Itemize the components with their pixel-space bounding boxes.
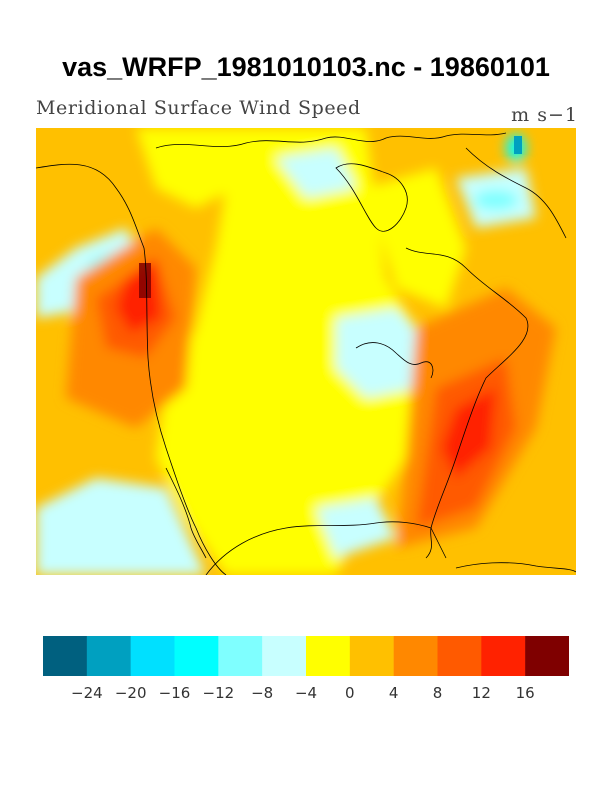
colorbar-tick-label: 12 (471, 684, 491, 702)
colorbar-box (262, 636, 307, 676)
colorbar-tick-label: 0 (345, 684, 355, 702)
colorbar-box (174, 636, 219, 676)
coastline-labrador (465, 147, 567, 239)
coastline-baja (165, 467, 207, 559)
field-region-yellow-central (156, 128, 426, 575)
coastline-caribbean (455, 562, 576, 573)
coastline-west (36, 163, 227, 575)
coastlines (36, 132, 576, 575)
colorbar-box (525, 636, 569, 676)
coastline-arctic (155, 132, 507, 149)
colorbar (43, 636, 569, 676)
colorbar-box (437, 636, 482, 676)
variable-long-name: Meridional Surface Wind Speed (36, 97, 361, 119)
coastline-florida (430, 527, 447, 559)
coastline-gulf (205, 521, 432, 575)
colorbar-box (43, 636, 88, 676)
colorbar-tick-label: −16 (158, 684, 191, 702)
page-title: vas_WRFP_1981010103.nc - 19860101 (62, 52, 550, 82)
colorbar-box (218, 636, 263, 676)
colorbar-tick-label: −24 (71, 684, 103, 702)
field-region-light-cyan-gulf (316, 498, 396, 558)
field-region-light-cyan-great-lakes (336, 308, 426, 398)
coastline-great-lakes (355, 342, 434, 379)
field-region-cyan-baffin-core (474, 190, 518, 210)
colorbar-box (86, 636, 131, 676)
colorbar-tick-label: −8 (251, 684, 274, 702)
colorbar-tick-label: 16 (515, 684, 535, 702)
colorbar-box (481, 636, 526, 676)
field-region-dark-red-west (139, 263, 151, 298)
colorbar-tick-label: −4 (294, 684, 318, 702)
colorbar-labels: −24 −20 −16 −12 −8 −4 0 4 8 12 16 (43, 684, 569, 706)
colorbar-box (349, 636, 394, 676)
field-region-light-cyan-north (276, 148, 356, 198)
coastline-hudson-bay (335, 163, 408, 232)
coastline-east (405, 247, 529, 559)
field-region-deep-cyan-north (514, 136, 522, 154)
colorbar-tick-label: −12 (202, 684, 235, 702)
colorbar-box (393, 636, 438, 676)
field-region-yellow-north (136, 128, 246, 208)
units-label: m s−1 (511, 104, 578, 126)
colorbar-box (130, 636, 175, 676)
field-region-light-cyan-southwest (36, 478, 206, 575)
colorbar-tick-label: 4 (388, 684, 399, 702)
wind-speed-map (36, 128, 576, 575)
colorbar-tick-label: 8 (432, 684, 443, 702)
colorbar-tick-label: −20 (114, 684, 147, 702)
field-region-red-east (441, 388, 496, 478)
colorbar-box (306, 636, 351, 676)
field-region-yellow-east (366, 168, 466, 308)
